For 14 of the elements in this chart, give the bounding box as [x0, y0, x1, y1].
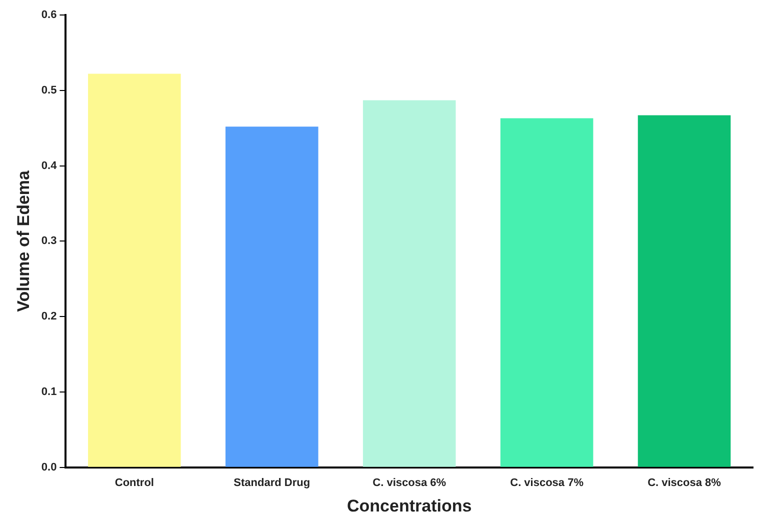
y-tick-label: 0.4 [41, 160, 58, 172]
x-tick-label: Control [114, 477, 154, 490]
y-tick-label: 0.2 [41, 310, 57, 323]
y-tick-label: 0.3 [41, 235, 57, 248]
y-axis-title: Volume of Edema [14, 170, 33, 312]
x-tick-label: Standard Drug [234, 477, 310, 490]
y-tick-label: 0.0 [41, 461, 57, 474]
x-axis-title: Concentrations [347, 496, 472, 516]
x-tick-label: C. viscosa 7% [510, 477, 584, 490]
y-tick-label: 0.5 [41, 84, 57, 96]
x-tick-label: C. viscosa 8% [648, 477, 722, 490]
y-tick-label: 0.6 [41, 9, 57, 22]
x-tick-label: C. viscosa 6% [372, 477, 446, 490]
y-tick-label: 0.1 [41, 386, 57, 398]
